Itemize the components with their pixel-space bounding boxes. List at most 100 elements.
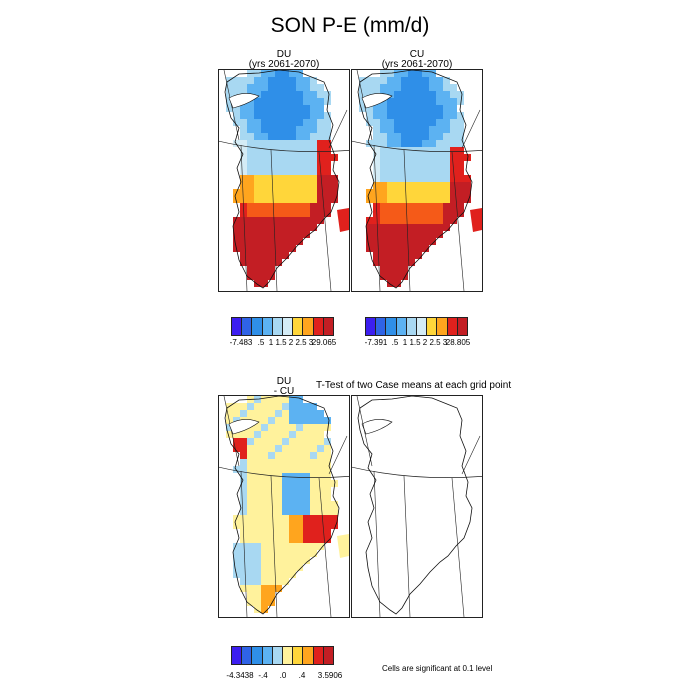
grid-cell (240, 133, 247, 140)
grid-cell (268, 119, 275, 126)
grid-cell (422, 140, 429, 147)
grid-cell (282, 445, 289, 452)
grid-cell (240, 536, 247, 543)
grid-cell (282, 91, 289, 98)
grid-cell (373, 154, 380, 161)
grid-cell (254, 606, 261, 613)
grid-cell (303, 424, 310, 431)
grid-cell (247, 466, 254, 473)
grid-cell (324, 168, 331, 175)
grid-cell (240, 578, 247, 585)
grid-cell (450, 210, 457, 217)
grid-cell (408, 259, 415, 266)
grid-cell (310, 84, 317, 91)
cu-colorbar-label: 1.5 (409, 338, 421, 347)
grid-cell (464, 196, 471, 203)
grid-cell (387, 70, 394, 77)
grid-cell (289, 161, 296, 168)
grid-cell (450, 154, 457, 161)
grid-cell (408, 252, 415, 259)
grid-cell (436, 84, 443, 91)
grid-cell (247, 252, 254, 259)
grid-cell (233, 403, 240, 410)
grid-cell (247, 112, 254, 119)
grid-cell (240, 445, 247, 452)
grid-cell (254, 224, 261, 231)
grid-cell (289, 189, 296, 196)
grid-cell (366, 119, 373, 126)
grid-cell (226, 431, 233, 438)
grid-cell (429, 140, 436, 147)
grid-cell (296, 154, 303, 161)
grid-cell (429, 203, 436, 210)
grid-cell (296, 522, 303, 529)
grid-cell (387, 203, 394, 210)
grid-cell (254, 585, 261, 592)
grid-cell (443, 182, 450, 189)
diff-colorbar-label: -.4 (258, 671, 268, 680)
grid-cell (303, 84, 310, 91)
grid-cell (296, 494, 303, 501)
grid-cell (233, 77, 240, 84)
grid-cell (240, 550, 247, 557)
grid-cell (233, 91, 240, 98)
grid-cell (247, 266, 254, 273)
grid-cell (240, 189, 247, 196)
meridian-line (451, 477, 465, 617)
grid-cell (387, 252, 394, 259)
grid-cell (324, 112, 331, 119)
grid-cell (331, 522, 338, 529)
grid-cell (359, 105, 366, 112)
grid-cell (289, 557, 296, 564)
grid-cell (282, 77, 289, 84)
grid-cell (401, 98, 408, 105)
grid-cell (240, 182, 247, 189)
grid-cell (296, 91, 303, 98)
grid-cell (401, 105, 408, 112)
grid-cell (261, 424, 268, 431)
grid-cell (373, 182, 380, 189)
grid-cell (289, 231, 296, 238)
grid-cell (443, 147, 450, 154)
grid-cell (303, 466, 310, 473)
grid-cell (387, 140, 394, 147)
grid-cell (310, 140, 317, 147)
grid-cell (296, 403, 303, 410)
grid-cell (394, 161, 401, 168)
grid-cell (464, 189, 471, 196)
grid-cell (387, 168, 394, 175)
grid-cell (387, 119, 394, 126)
grid-cell (415, 154, 422, 161)
grid-cell (240, 410, 247, 417)
grid-cell (240, 403, 247, 410)
grid-cell (240, 564, 247, 571)
grid-cell (240, 105, 247, 112)
grid-cell (317, 189, 324, 196)
grid-cell (275, 417, 282, 424)
grid-cell (275, 550, 282, 557)
grid-cell (429, 133, 436, 140)
grid-cell (240, 245, 247, 252)
grid-cell (366, 217, 373, 224)
grid-cell (450, 217, 457, 224)
grid-cell (310, 91, 317, 98)
grid-cell (331, 182, 338, 189)
grid-cell (422, 105, 429, 112)
grid-cell (317, 515, 324, 522)
grid-cell (282, 224, 289, 231)
du-colorbar-label: .5 (257, 338, 265, 347)
grid-cell (261, 606, 268, 613)
grid-cell (254, 515, 261, 522)
grid-cell (401, 273, 408, 280)
grid-cell (240, 508, 247, 515)
meridian-line (270, 149, 278, 291)
grid-cell (296, 438, 303, 445)
grid-cell (457, 147, 464, 154)
grid-cell (310, 168, 317, 175)
grid-cell (303, 231, 310, 238)
grid-cell (275, 245, 282, 252)
grid-cell (282, 231, 289, 238)
grid-cell (268, 564, 275, 571)
grid-cell (387, 154, 394, 161)
grid-cell (415, 210, 422, 217)
